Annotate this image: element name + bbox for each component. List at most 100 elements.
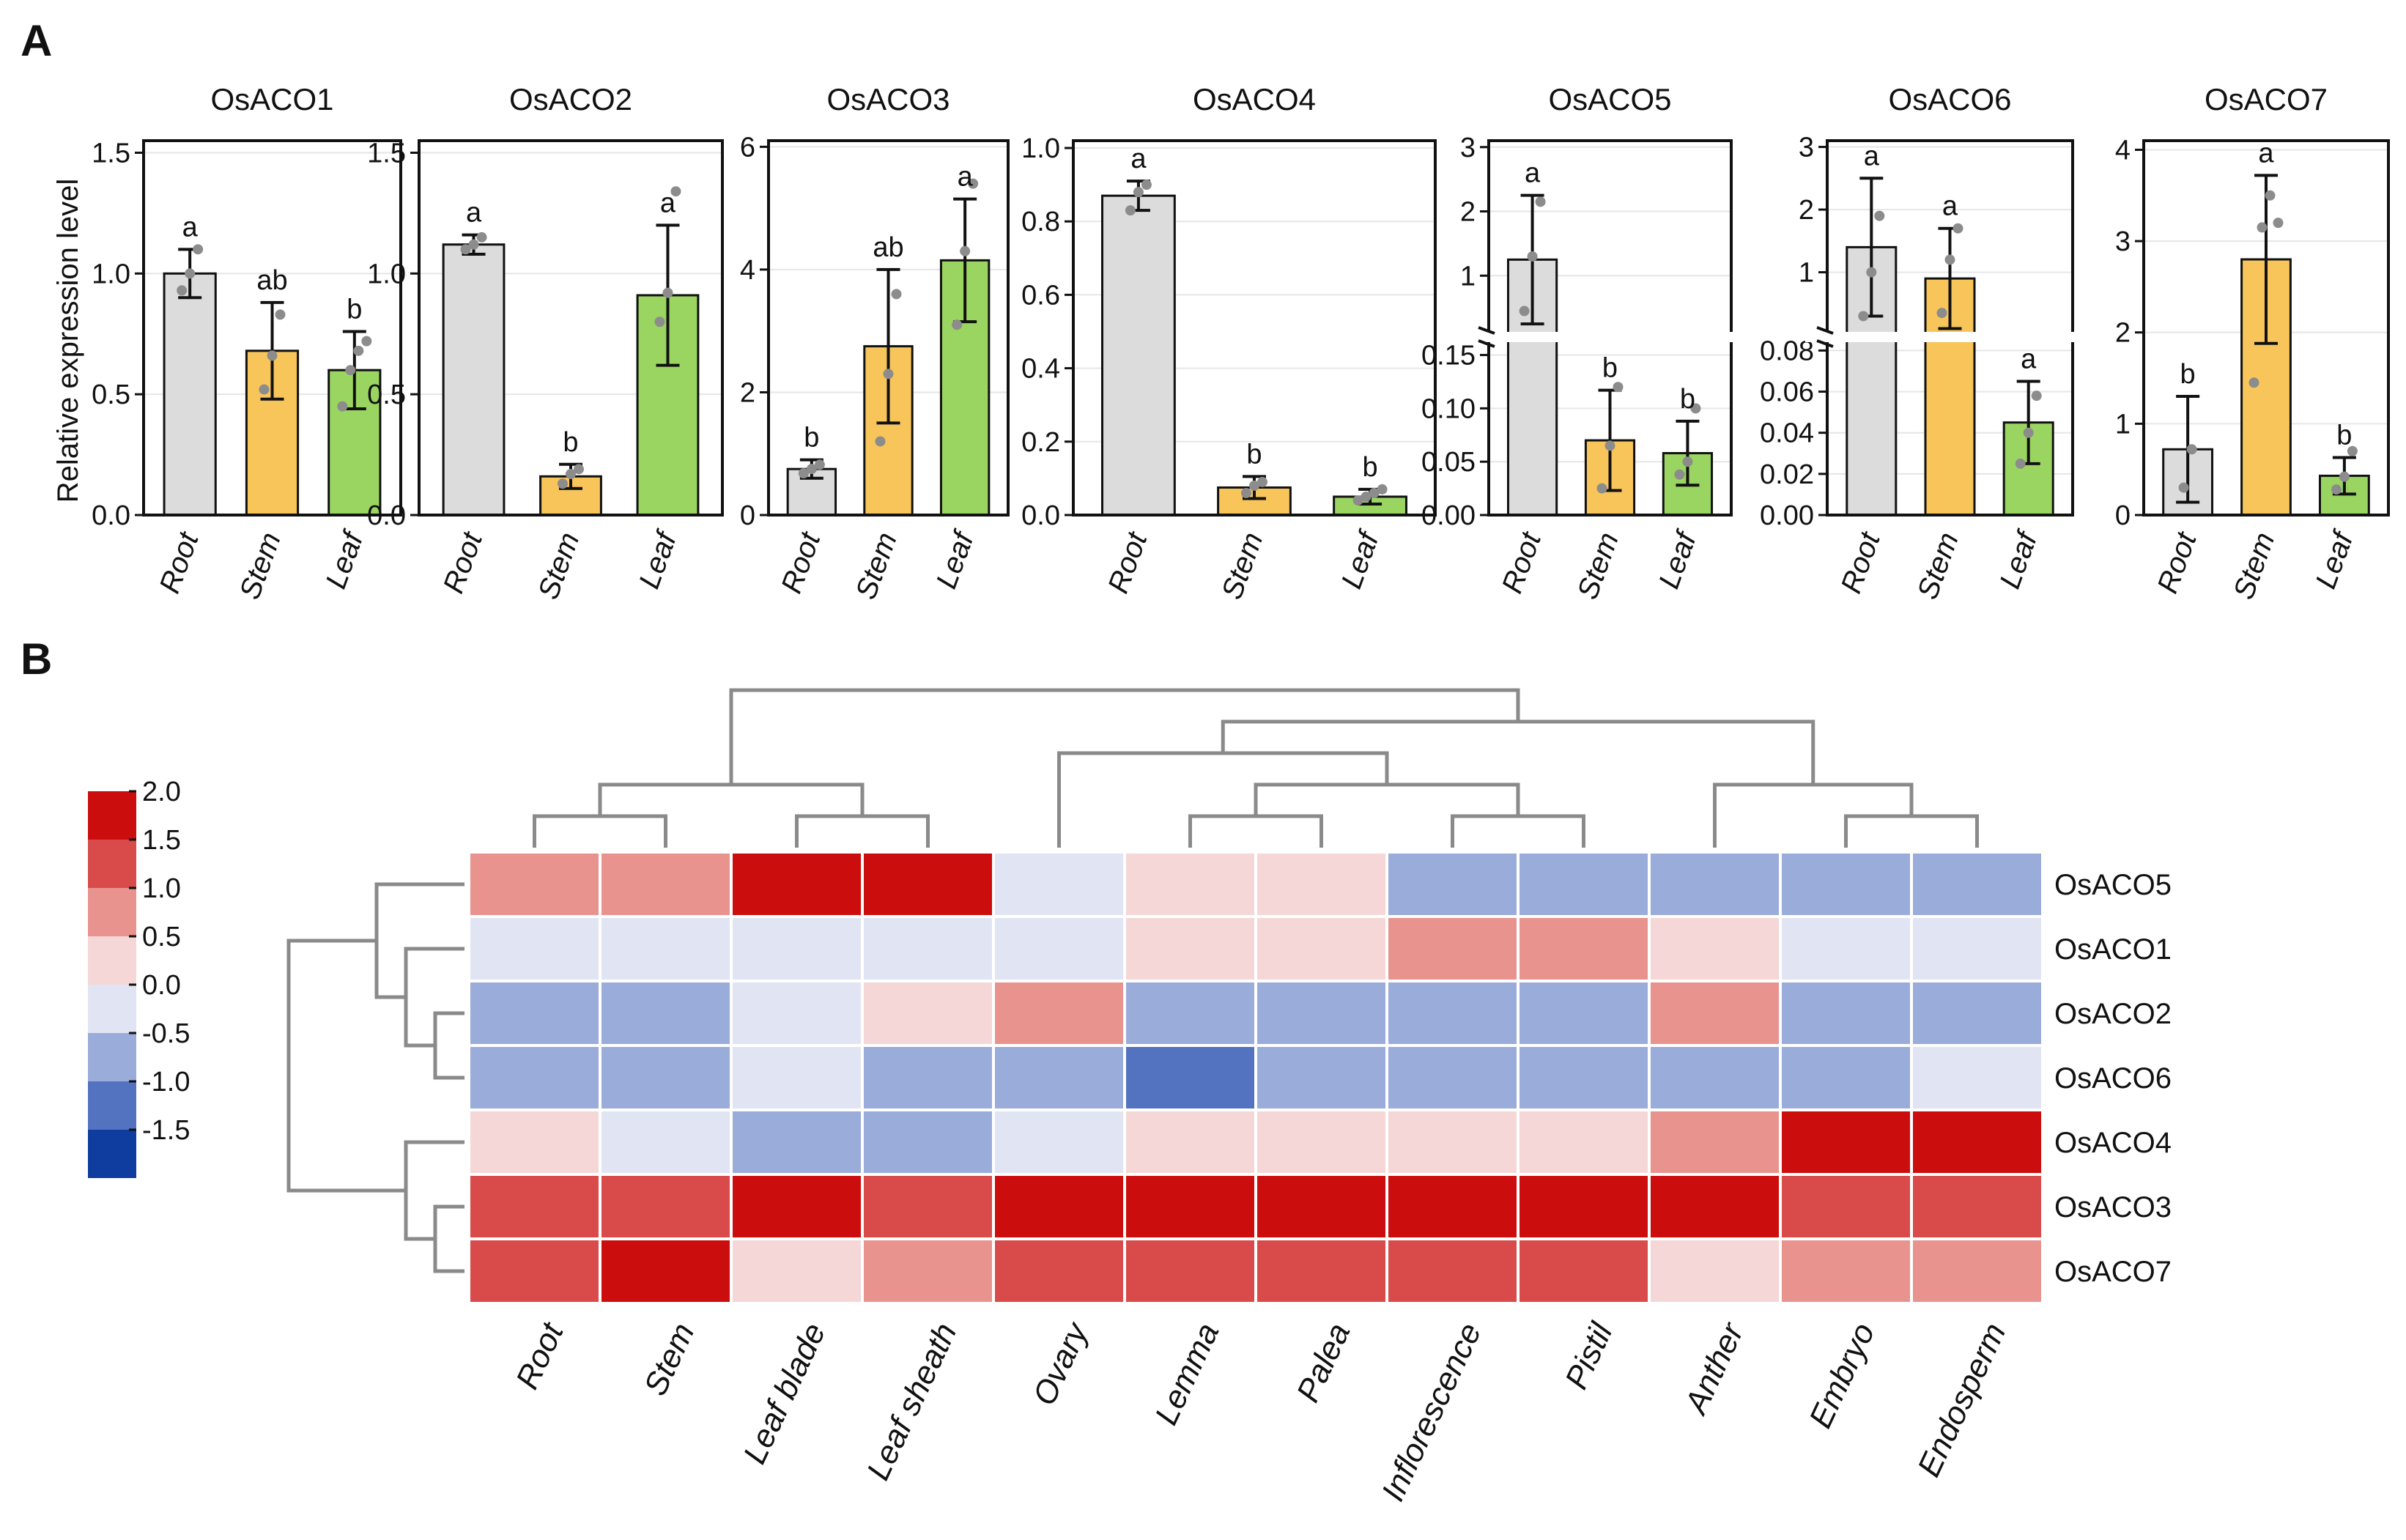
significance-letter: a	[182, 212, 199, 243]
plot-frame	[767, 139, 1010, 517]
significance-letter: a	[660, 188, 676, 218]
heatmap-cell	[992, 1173, 1126, 1240]
data-point	[968, 178, 979, 189]
heatmap-cell	[1779, 915, 1913, 982]
bar-chart-osaco1: OsACO1 a Root ab Stem b Leaf 0.0 0.5 1.0 1.5	[92, 82, 402, 604]
heatmap-cell	[730, 1173, 864, 1240]
data-point	[1613, 382, 1624, 393]
heatmap-cell	[1779, 1173, 1913, 1240]
heatmap-cell	[599, 1108, 733, 1176]
heatmap-cell	[861, 980, 995, 1047]
data-point	[1527, 251, 1538, 262]
heatmap-cell	[599, 851, 733, 918]
bar-root	[442, 243, 506, 517]
y-tick-label: 1.5	[367, 138, 406, 169]
data-point	[798, 468, 809, 479]
significance-letter: b	[1246, 439, 1262, 470]
y-tick-label: 2	[1799, 195, 1814, 226]
y-tick-label: 1.0	[1021, 133, 1060, 164]
data-point	[670, 186, 681, 197]
y-tick-label: 0.8	[1021, 207, 1060, 237]
y-tick-label: 2	[2115, 318, 2131, 349]
row-label: OsACO3	[2054, 1191, 2172, 1224]
heatmap-cell	[1779, 851, 1913, 918]
x-tick-label: Stem	[850, 528, 903, 604]
column-dendrogram-branch	[729, 688, 1520, 785]
row-dendrogram-branch	[374, 882, 464, 999]
data-point	[2273, 218, 2284, 229]
significance-letter: a	[1864, 141, 1880, 171]
x-tick-label: Root	[1102, 527, 1154, 597]
heatmap-cell	[1779, 1044, 1913, 1111]
heatmap-cell	[467, 1044, 602, 1111]
column-dendrogram-branch	[1188, 814, 1323, 848]
data-point	[1249, 480, 1259, 491]
legend-label: 1.5	[142, 825, 181, 856]
heatmap-cell	[861, 1237, 995, 1305]
column-label: Lemma	[1148, 1318, 1226, 1431]
row-label: OsACO4	[2054, 1127, 2172, 1159]
heatmap-cell	[599, 915, 733, 982]
x-tick-label: Root	[1835, 527, 1887, 597]
heatmap-cell	[1648, 1108, 1782, 1176]
column-dendrogram-branch	[1254, 782, 1520, 816]
significance-letter: b	[1680, 384, 1695, 415]
heatmap-cell	[1123, 915, 1257, 982]
plot-frame	[1826, 139, 2074, 517]
y-tick-label: 1	[1460, 261, 1476, 292]
heatmap-cell	[1254, 980, 1388, 1047]
y-tick-label: 0.0	[1021, 500, 1060, 531]
axis-break-mark	[1478, 339, 1495, 348]
y-tick-label: 2	[740, 377, 755, 408]
heatmap-cell	[1517, 1108, 1651, 1176]
data-point	[1535, 196, 1546, 207]
data-point	[960, 245, 971, 256]
y-tick-label: 4	[740, 255, 755, 286]
bar-charts: OsACO1aRootabStembLeaf0.00.51.01.5OsACO2…	[92, 82, 2390, 604]
column-label: Leaf blade	[736, 1318, 832, 1470]
y-tick-label: 0.5	[92, 380, 130, 410]
heatmap-cell	[599, 1044, 733, 1111]
row-dendrogram-branch	[433, 1204, 464, 1273]
data-point	[1858, 311, 1869, 322]
x-tick-label: Stem	[532, 528, 585, 604]
heatmap-cell	[992, 980, 1126, 1047]
column-dendrogram-branch	[795, 814, 930, 848]
legend-label: -0.5	[142, 1018, 190, 1049]
heatmap-cell	[1385, 851, 1520, 918]
heatmap-cell	[1517, 1237, 1651, 1305]
data-point	[1519, 306, 1530, 316]
heatmap-cell	[1254, 1173, 1388, 1240]
data-point	[2257, 222, 2268, 233]
data-point	[814, 459, 825, 470]
data-point	[1682, 456, 1693, 467]
heatmap-cell	[730, 915, 864, 982]
y-tick-label: 6	[740, 132, 755, 163]
heatmap-cell	[861, 915, 995, 982]
heatmap-cell	[1779, 1237, 1913, 1305]
heatmap-cell	[1648, 851, 1782, 918]
y-tick-label: 2	[1460, 197, 1476, 228]
heatmap-cell	[1648, 1044, 1782, 1111]
legend-label: 0.0	[142, 970, 181, 1001]
column-dendrogram-branch	[533, 814, 667, 848]
legend-swatch	[88, 840, 136, 888]
data-point	[2186, 444, 2197, 455]
data-point	[1377, 484, 1388, 495]
column-label: Ovary	[1026, 1316, 1096, 1411]
axis-break-gap	[1805, 332, 2076, 342]
y-tick-label: 0.0	[367, 500, 406, 531]
y-tick-label: 0.15	[1421, 341, 1476, 371]
heatmap-cell	[1648, 1237, 1782, 1305]
y-tick-label: 0.04	[1760, 418, 1814, 449]
row-label: OsACO1	[2054, 933, 2172, 966]
y-tick-label: 1.5	[92, 138, 130, 169]
heatmap-cell	[861, 1173, 995, 1240]
plot-frame	[1487, 139, 1733, 517]
bar-chart-osaco5: OsACO5 a Root b Stem b Leaf 0.00 0.05 0.10 0.15 1 2 3	[1421, 82, 1734, 604]
y-tick-label: 0.0	[92, 500, 130, 531]
x-tick-label: Leaf	[633, 525, 684, 593]
data-point	[177, 285, 188, 296]
heatmap-cell	[992, 1108, 1126, 1176]
